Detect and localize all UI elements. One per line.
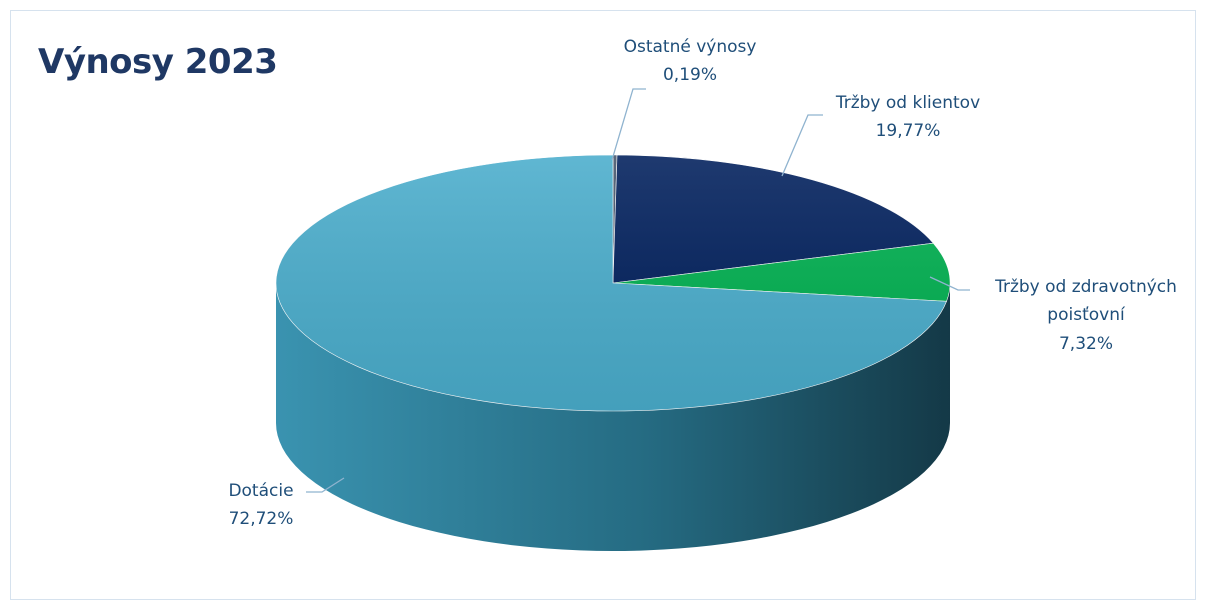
label-ostatne-vynosy: Ostatné výnosy 0,19% (624, 37, 757, 85)
leader-line-trzby-od-klientov (781, 114, 823, 177)
label-trzby-od-klientov: Tržby od klientov 19,77% (835, 93, 980, 141)
leader-line-ostatne-vynosy (611, 88, 646, 161)
leader-line-dotacie (306, 477, 345, 493)
label-trzby-od-zdravotnych-poistovni: Tržby od zdravotných poisťovní 7,32% (994, 277, 1177, 354)
pie-side-wall (276, 283, 950, 551)
chart-title: Výnosy 2023 (38, 42, 278, 82)
label-dotacie: Dotácie 72,72% (228, 481, 293, 529)
leader-line-trzby-od-zdravotnych-poistovni (929, 276, 970, 291)
